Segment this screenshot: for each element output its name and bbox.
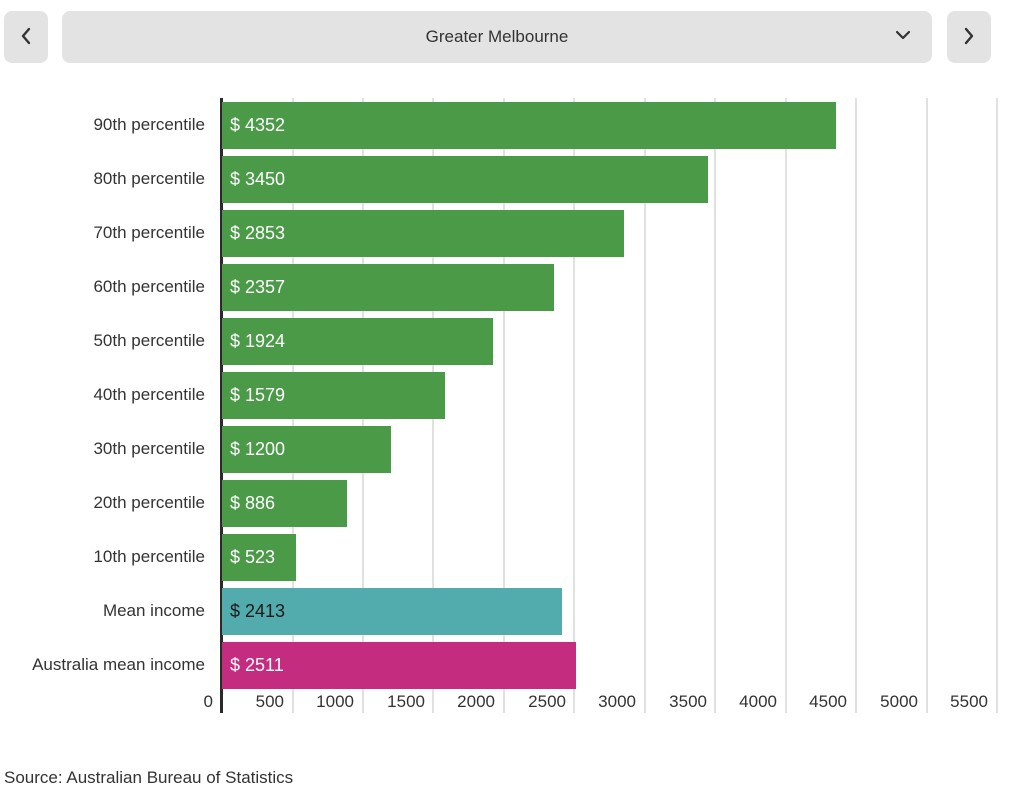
table-row: Australia mean income $ 2511 xyxy=(0,638,1030,692)
category-label: 80th percentile xyxy=(93,169,205,188)
bar-value-label: $ 2511 xyxy=(230,654,284,675)
category-label: 50th percentile xyxy=(93,331,205,350)
source-note: Source: Australian Bureau of Statistics xyxy=(4,768,294,787)
bar-value-label: $ 1924 xyxy=(230,330,286,351)
gridline xyxy=(855,98,857,713)
gridline xyxy=(644,98,646,713)
bar-value-label: $ 886 xyxy=(230,492,276,513)
x-axis-tick-label: 2500 xyxy=(528,692,566,711)
previous-region-button[interactable] xyxy=(4,11,48,63)
bar[interactable]: $ 3450 xyxy=(222,155,708,203)
x-axis-tick-label: 4000 xyxy=(739,692,777,711)
gridline xyxy=(996,98,998,713)
x-axis-tick-label: 4500 xyxy=(809,692,847,711)
x-axis-tick-label: 3000 xyxy=(598,692,636,711)
category-label: 40th percentile xyxy=(93,385,205,404)
category-label: 70th percentile xyxy=(93,223,205,242)
gridline xyxy=(785,98,787,713)
region-navigation: Greater Melbourne xyxy=(0,0,1030,74)
table-row: 90th percentile $ 4352 xyxy=(0,98,1030,152)
bar[interactable]: $ 886 xyxy=(222,479,347,527)
income-percentile-bar-chart: 90th percentile $ 4352 80th percentile $ 34… xyxy=(0,98,1030,713)
bar-value-label: $ 2853 xyxy=(230,222,286,243)
category-label: Mean income xyxy=(102,601,205,620)
category-label: 10th percentile xyxy=(93,547,205,566)
table-row: 10th percentile $ 523 xyxy=(0,530,1030,584)
gridline xyxy=(573,98,575,713)
table-row: 60th percentile $ 2357 xyxy=(0,260,1030,314)
chevron-down-icon xyxy=(894,28,912,47)
x-axis-tick-label: 5000 xyxy=(880,692,918,711)
x-axis-tick-label: 5500 xyxy=(950,692,988,711)
bar-value-label: $ 2357 xyxy=(230,276,286,297)
chevron-right-icon xyxy=(962,27,976,48)
table-row: 40th percentile $ 1579 xyxy=(0,368,1030,422)
bar[interactable]: $ 1200 xyxy=(222,425,391,473)
bar-value-label: $ 1200 xyxy=(230,438,286,459)
x-axis-tick-label: 500 xyxy=(255,692,284,711)
bar-value-label: $ 2413 xyxy=(230,600,286,621)
x-axis-tick-label: 0 xyxy=(203,692,213,711)
region-select-value: Greater Melbourne xyxy=(425,27,569,46)
table-row: 50th percentile $ 1924 xyxy=(0,314,1030,368)
table-row: 30th percentile $ 1200 xyxy=(0,422,1030,476)
category-label: 60th percentile xyxy=(93,277,205,296)
y-axis-line xyxy=(220,98,223,713)
x-axis-tick-label: 2000 xyxy=(457,692,495,711)
bar-rows: 90th percentile $ 4352 80th percentile $ 34… xyxy=(0,98,1030,692)
bar-value-label: $ 523 xyxy=(230,546,276,567)
gridline xyxy=(714,98,716,713)
category-label: 90th percentile xyxy=(93,115,205,134)
bar-value-label: $ 4352 xyxy=(230,114,286,135)
bar[interactable]: $ 1579 xyxy=(222,371,445,419)
category-label: Australia mean income xyxy=(32,655,205,674)
x-axis-tick-label: 1000 xyxy=(316,692,354,711)
next-region-button[interactable] xyxy=(947,11,991,63)
bar-value-label: $ 1579 xyxy=(230,384,286,405)
bar[interactable]: $ 2413 xyxy=(222,587,562,635)
region-select[interactable]: Greater Melbourne xyxy=(62,11,932,63)
category-label: 20th percentile xyxy=(93,493,205,512)
bar[interactable]: $ 4352 xyxy=(222,101,836,149)
x-axis-tick-label: 1500 xyxy=(387,692,425,711)
bar[interactable]: $ 2357 xyxy=(222,263,554,311)
x-axis-tick-label: 3500 xyxy=(669,692,707,711)
gridline xyxy=(503,98,505,713)
table-row: 20th percentile $ 886 xyxy=(0,476,1030,530)
category-label: 30th percentile xyxy=(93,439,205,458)
table-row: 80th percentile $ 3450 xyxy=(0,152,1030,206)
bar[interactable]: $ 523 xyxy=(222,533,296,581)
bar[interactable]: $ 2853 xyxy=(222,209,624,257)
bar[interactable]: $ 2511 xyxy=(222,641,576,689)
table-row: Mean income $ 2413 xyxy=(0,584,1030,638)
bar-value-label: $ 3450 xyxy=(230,168,286,189)
table-row: 70th percentile $ 2853 xyxy=(0,206,1030,260)
gridline xyxy=(926,98,928,713)
bar[interactable]: $ 1924 xyxy=(222,317,493,365)
chevron-left-icon xyxy=(19,27,33,48)
